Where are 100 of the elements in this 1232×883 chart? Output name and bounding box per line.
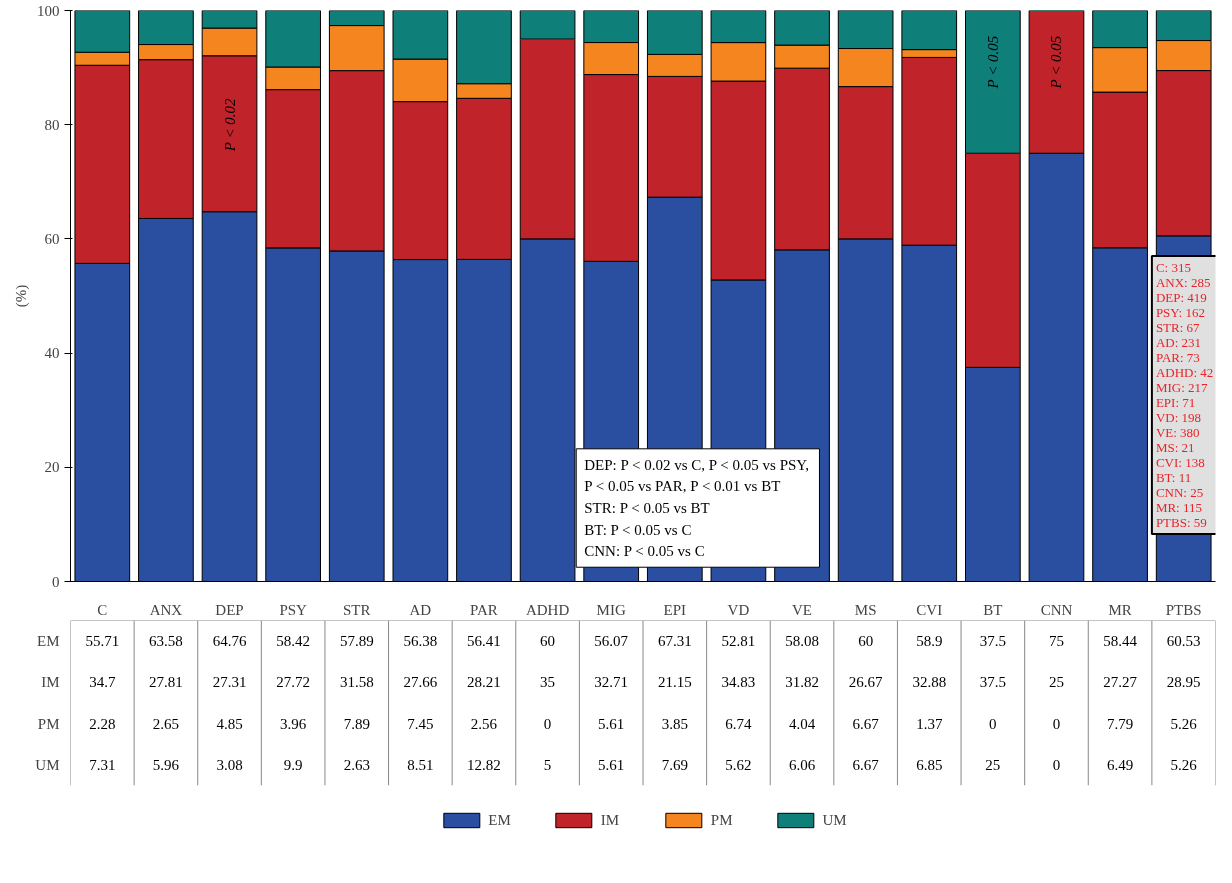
data-label: 7.45 <box>407 715 434 732</box>
text: UM <box>35 756 60 773</box>
data-label: 5 <box>543 756 552 773</box>
data-label: 55.71 <box>85 633 120 650</box>
annotation: P < 0.02 <box>221 97 238 153</box>
data-label: 21.15 <box>657 674 692 691</box>
annotation: DEP: P < 0.02 vs C, P < 0.05 vs PSY, P < 0.05 vs PAR, P < 0.01 vs BT STR: P < 0.05 vs BT BT: P < 0.05 vs C CNN: P < 0.05 vs C <box>584 456 809 560</box>
data-label: 31.82 <box>785 674 819 691</box>
data-label: 7.31 <box>89 756 116 773</box>
data-label: 2.28 <box>89 715 116 732</box>
data-label: 0 <box>543 715 552 732</box>
data-label: 5.61 <box>598 756 625 773</box>
data-label: 25 <box>1048 674 1064 691</box>
legend-label: EM <box>488 811 511 829</box>
data-label: 4.04 <box>788 715 816 732</box>
y-tick-label: 100 <box>37 2 60 19</box>
data-label: 4.85 <box>216 715 243 732</box>
x-tick-label: MS <box>854 601 877 618</box>
text: IM <box>41 674 60 691</box>
data-label: 3.08 <box>216 756 243 773</box>
data-label: 56.07 <box>594 633 629 650</box>
data-label: 32.88 <box>912 674 947 691</box>
y-tick-label: 0 <box>52 573 60 590</box>
x-tick-label: MIG <box>596 601 626 618</box>
data-label: 6.06 <box>788 756 816 773</box>
y-tick-label: 60 <box>44 230 60 247</box>
data-label: 6.67 <box>852 756 880 773</box>
data-label: 7.89 <box>343 715 370 732</box>
data-label: 32.71 <box>594 674 629 691</box>
legend-label: UM <box>822 811 847 829</box>
x-tick-label: STR <box>343 601 371 618</box>
data-label: 7.79 <box>1106 715 1134 732</box>
x-tick-label: PAR <box>470 601 498 618</box>
data-label: 7.69 <box>661 756 688 773</box>
data-label: 26.67 <box>848 674 884 691</box>
x-tick-label: DEP <box>215 601 244 618</box>
data-label: 6.67 <box>852 715 880 732</box>
data-label: 5.61 <box>598 715 625 732</box>
data-label: 2.65 <box>152 715 180 732</box>
data-label: 52.81 <box>721 633 756 650</box>
x-tick-label: AD <box>409 601 432 618</box>
x-tick-label: PSY <box>279 601 308 618</box>
data-label: 0 <box>989 715 997 732</box>
text: EM <box>37 633 60 650</box>
data-label: 37.5 <box>979 674 1006 691</box>
data-label: 12.82 <box>467 756 501 773</box>
y-tick-label: 40 <box>44 345 60 362</box>
data-label: 25 <box>985 756 1001 773</box>
data-label: 34.7 <box>89 674 116 691</box>
data-label: 2.63 <box>343 756 370 773</box>
data-label: 5.96 <box>152 756 180 773</box>
data-label: 0 <box>1052 715 1061 732</box>
y-tick-label: 20 <box>44 459 60 476</box>
data-label: 6.49 <box>1106 756 1134 773</box>
data-label: 5.26 <box>1170 756 1198 773</box>
data-label: 8.51 <box>407 756 434 773</box>
data-label: 28.21 <box>467 674 501 691</box>
data-label: 6.74 <box>725 715 753 732</box>
text: PM <box>37 715 60 732</box>
data-label: 9.9 <box>283 756 303 773</box>
x-tick-label: VE <box>792 601 813 618</box>
legend-label: IM <box>600 811 621 829</box>
data-label: 58.08 <box>785 633 819 650</box>
x-tick-label: C <box>97 601 108 618</box>
y-tick-label: 80 <box>44 116 60 133</box>
data-label: 75 <box>1048 633 1064 650</box>
data-label: 60 <box>858 633 874 650</box>
data-label: 27.31 <box>212 674 247 691</box>
legend-label: PM <box>710 811 733 829</box>
data-label: 58.42 <box>276 633 311 650</box>
data-label: 27.27 <box>1103 674 1138 691</box>
data-label: 64.76 <box>212 633 247 650</box>
data-label: 5.62 <box>725 756 752 773</box>
data-label: 34.83 <box>721 674 756 691</box>
data-label: 6.85 <box>916 756 943 773</box>
data-label: 27.81 <box>149 674 183 691</box>
data-label: 27.72 <box>276 674 311 691</box>
data-label: 28.95 <box>1166 674 1201 691</box>
x-tick-label: PTBS <box>1165 601 1202 618</box>
data-label: 57.89 <box>339 633 374 650</box>
data-label: 37.5 <box>979 633 1006 650</box>
data-label: 67.31 <box>657 633 692 650</box>
x-tick-label: BT <box>983 601 1003 618</box>
x-tick-label: VD <box>727 601 750 618</box>
x-tick-label: ANX <box>149 601 183 618</box>
data-label: 58.9 <box>916 633 943 650</box>
data-label: 2.56 <box>470 715 498 732</box>
data-label: 63.58 <box>149 633 183 650</box>
data-label: 60.53 <box>1166 633 1201 650</box>
data-label: 31.58 <box>339 674 374 691</box>
data-label: 35 <box>540 674 556 691</box>
annotation: P < 0.05 <box>984 35 1001 90</box>
x-tick-label: CVI <box>916 601 943 618</box>
data-label: 1.37 <box>916 715 943 732</box>
data-label: 56.41 <box>467 633 501 650</box>
data-label: 5.26 <box>1170 715 1198 732</box>
data-label: 58.44 <box>1103 633 1138 650</box>
y-axis-title: (%) <box>13 284 30 308</box>
x-tick-label: ADHD <box>525 601 570 618</box>
x-tick-label: CNN <box>1040 601 1073 618</box>
